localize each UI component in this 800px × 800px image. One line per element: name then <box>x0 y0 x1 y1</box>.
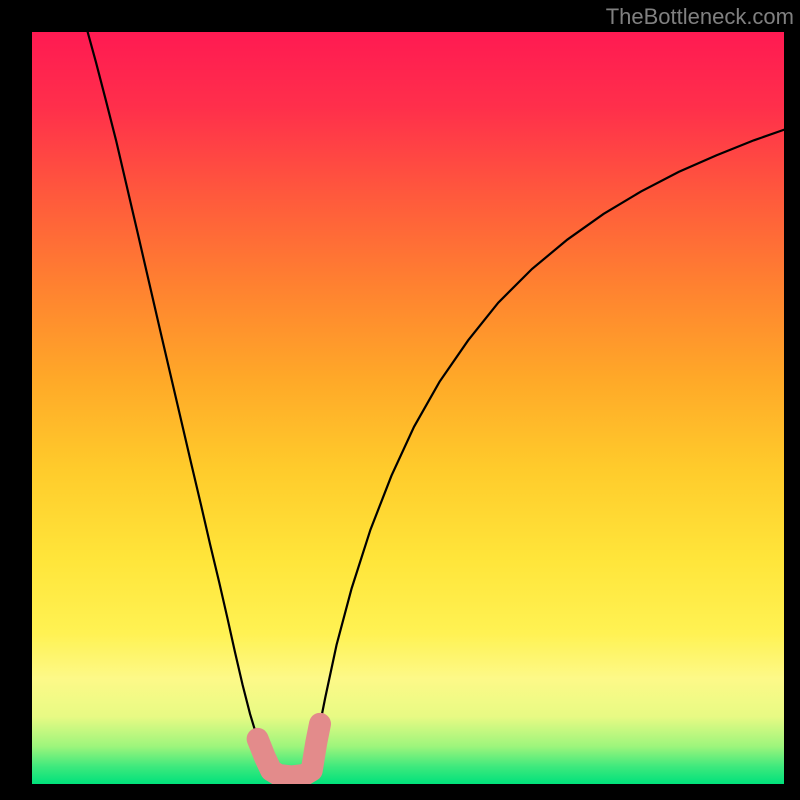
pink-mark <box>258 724 320 777</box>
watermark-text: TheBottleneck.com <box>606 4 794 30</box>
chart-container: TheBottleneck.com <box>0 0 800 800</box>
plot-area <box>32 32 784 784</box>
curve-right <box>310 130 784 771</box>
curve-left <box>88 32 273 770</box>
chart-overlay <box>32 32 784 784</box>
